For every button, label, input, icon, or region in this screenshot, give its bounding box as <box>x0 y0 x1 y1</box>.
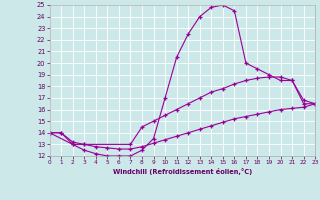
X-axis label: Windchill (Refroidissement éolien,°C): Windchill (Refroidissement éolien,°C) <box>113 168 252 175</box>
